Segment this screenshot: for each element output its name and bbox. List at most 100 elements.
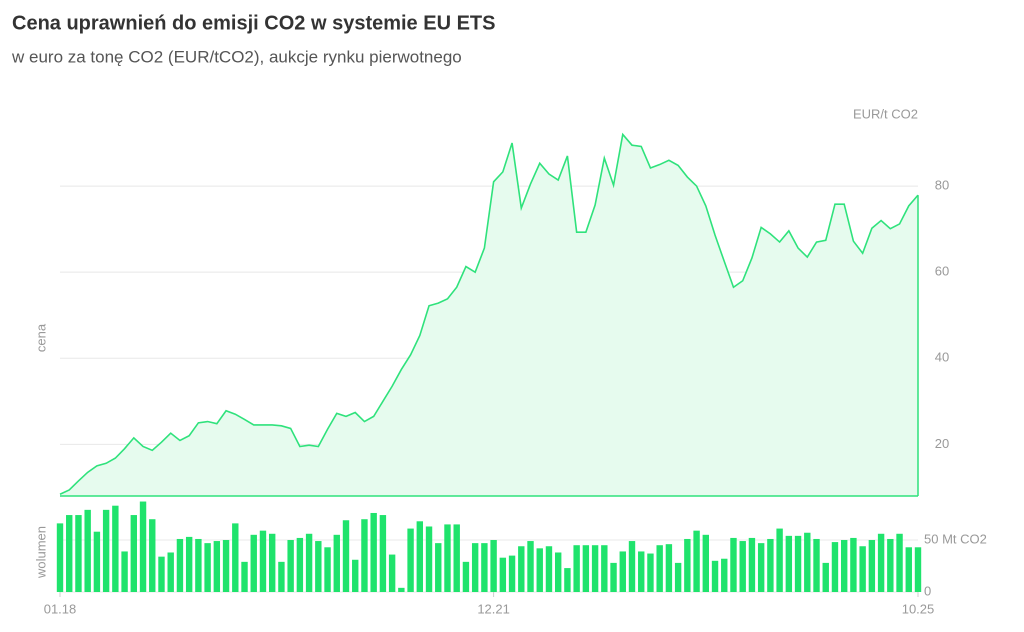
volume-bar bbox=[850, 537, 857, 592]
volume-bar bbox=[610, 562, 617, 592]
volume-bar bbox=[914, 547, 922, 592]
volume-bar bbox=[287, 540, 294, 592]
area-fill bbox=[60, 134, 918, 496]
volume-bar bbox=[674, 562, 682, 592]
volume-bar bbox=[305, 533, 313, 592]
volume-bar bbox=[638, 551, 645, 592]
volume-bar bbox=[361, 519, 368, 592]
volume-bar bbox=[859, 546, 866, 592]
volume-bar bbox=[342, 520, 350, 592]
price-line bbox=[59, 132, 919, 496]
volume-bar bbox=[259, 530, 267, 592]
volume-bar bbox=[370, 512, 377, 592]
volume-bar bbox=[176, 538, 184, 592]
volume-bar bbox=[776, 528, 783, 592]
volume-bar bbox=[591, 545, 599, 592]
volume-bar bbox=[693, 530, 700, 592]
volume-bar bbox=[739, 541, 746, 592]
volume-bar bbox=[222, 540, 230, 592]
volume-bar bbox=[490, 540, 497, 592]
volume-bar bbox=[647, 553, 654, 592]
volume-bar bbox=[813, 538, 820, 592]
volume-bar bbox=[868, 540, 876, 592]
volume-bar bbox=[379, 515, 387, 592]
volume-bar bbox=[112, 505, 119, 592]
volume-bar bbox=[794, 535, 802, 592]
volume-bar bbox=[554, 552, 562, 592]
x-tick-label: 01.18 bbox=[44, 601, 77, 616]
volume-bar bbox=[471, 543, 479, 592]
volume-bar bbox=[628, 541, 636, 592]
volume-bar bbox=[573, 545, 580, 592]
volume-bar bbox=[278, 561, 285, 592]
volume-bar bbox=[508, 555, 516, 592]
volume-bar bbox=[149, 519, 156, 592]
volume-bar bbox=[757, 543, 765, 592]
volume-bar bbox=[93, 531, 101, 592]
volume-bar bbox=[564, 568, 571, 592]
volume-bar bbox=[684, 538, 691, 592]
volume-bar bbox=[296, 537, 304, 592]
volume-bar bbox=[75, 515, 82, 592]
volume-bar bbox=[748, 537, 756, 592]
volume-bar bbox=[398, 587, 405, 592]
volume-bar bbox=[130, 515, 138, 592]
volume-bar bbox=[481, 543, 488, 592]
volume-bar bbox=[877, 533, 885, 592]
volume-bar bbox=[887, 538, 894, 592]
y-tick-label: 80 bbox=[935, 178, 949, 193]
volume-bar bbox=[167, 552, 174, 592]
volume-bar bbox=[425, 526, 433, 592]
y2-tick-label: 50 Mt CO2 bbox=[924, 531, 987, 546]
volume-bar bbox=[656, 545, 663, 592]
volume-bar bbox=[804, 532, 811, 592]
x-tick-label: 12.21 bbox=[477, 601, 510, 616]
y-unit: EUR/t CO2 bbox=[853, 106, 918, 121]
y2-axis-label: wolumen bbox=[33, 526, 48, 579]
volume-bar bbox=[896, 533, 903, 592]
volume-bar bbox=[730, 537, 737, 592]
chart-subtitle: w euro za tonę CO2 (EUR/tCO2), aukcje ry… bbox=[11, 47, 462, 66]
volume-bar bbox=[831, 542, 839, 592]
x-tick-label: 10.25 bbox=[902, 601, 935, 616]
volume-bar bbox=[66, 515, 73, 592]
volume-bar bbox=[702, 534, 710, 592]
volume-bar bbox=[56, 523, 64, 592]
volume-bar bbox=[102, 509, 110, 592]
volume-bar bbox=[582, 545, 590, 592]
y-tick-label: 20 bbox=[935, 436, 949, 451]
volume-bar bbox=[158, 556, 165, 592]
volume-bar bbox=[721, 558, 728, 592]
volume-bar bbox=[518, 546, 525, 592]
volume-bar bbox=[462, 561, 470, 592]
volume-bar bbox=[444, 524, 451, 592]
volume-bar bbox=[333, 534, 340, 592]
volume-bar bbox=[324, 547, 331, 592]
volume-bar bbox=[139, 501, 147, 592]
volume-bar bbox=[767, 538, 774, 592]
volume-bar bbox=[185, 536, 193, 592]
volume-bar bbox=[195, 538, 202, 592]
volume-bar bbox=[232, 523, 239, 592]
chart-title: Cena uprawnień do emisji CO2 w systemie … bbox=[12, 12, 495, 34]
y-tick-label: 60 bbox=[935, 264, 949, 279]
volume-bar bbox=[711, 560, 719, 592]
volume-bar bbox=[84, 509, 91, 592]
volume-bar bbox=[545, 546, 553, 592]
volume-bar bbox=[840, 540, 848, 592]
y2-tick-label: 0 bbox=[924, 583, 931, 598]
volume-bar bbox=[213, 541, 221, 592]
volume-bar bbox=[785, 535, 793, 592]
volume-bar bbox=[499, 557, 507, 592]
volume-bar bbox=[268, 533, 276, 592]
y-tick-label: 40 bbox=[935, 350, 949, 365]
volume-bar bbox=[315, 541, 322, 592]
volume-bar bbox=[241, 561, 248, 592]
volume-bar bbox=[619, 551, 626, 592]
volume-bar bbox=[250, 534, 257, 592]
volume-bar bbox=[822, 562, 829, 592]
volume-bar bbox=[665, 544, 673, 592]
volume-bar bbox=[204, 543, 211, 592]
volume-bar bbox=[905, 547, 912, 592]
volume-bar bbox=[536, 548, 543, 592]
